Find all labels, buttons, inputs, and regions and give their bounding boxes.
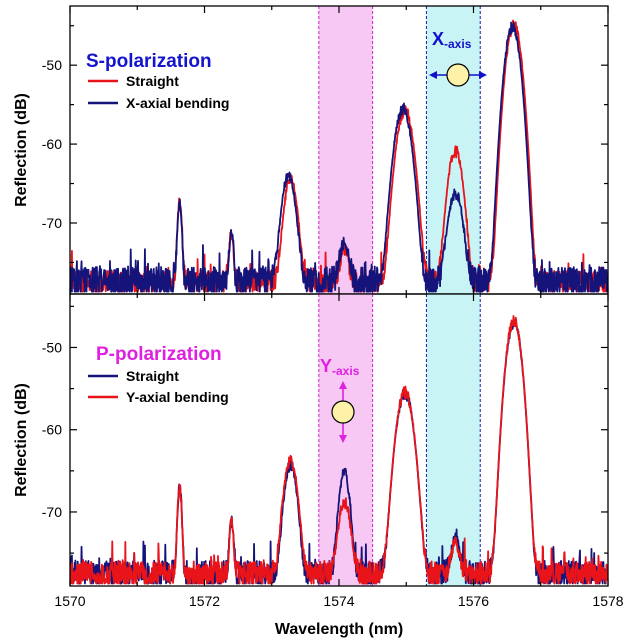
highlight-bands [318,294,481,586]
fiber-cross-section-icon [446,63,470,87]
y-tick-label: -60 [42,422,62,438]
axis-annotation-label: X-axis [432,29,472,51]
x-tick-label: 1574 [323,593,354,609]
y-axis-ticks: -70 -60 -50 [42,25,608,264]
y-tick-label: -50 [42,339,62,355]
fiber-cross-section-icon [331,400,355,424]
y-tick-label: -50 [42,57,62,73]
y-axis-label: Reflection (dB) [13,383,30,497]
x-tick-label: 1570 [54,593,85,609]
band-region-0 [318,294,373,586]
axis-annotation-label: Y-axis [320,356,360,378]
legend: Straight X-axial bending [88,73,229,111]
y-axis-label: Reflection (dB) [13,93,30,207]
arrow-head-right [479,71,487,79]
band-region-1 [426,6,481,294]
legend: Straight Y-axial bending [88,368,229,405]
y-tick-label: -60 [42,136,62,152]
legend-label-straight: Straight [126,73,179,89]
series-group [70,19,608,293]
arrow-head-up [339,381,347,389]
series-line-x-axial-bending [70,21,608,293]
y-axis-annotation: Y-axis [320,356,360,443]
legend-label-bending: X-axial bending [126,95,229,111]
panel-s-polarization: -70 -60 -50 Reflection (dB) S-polarization… [13,5,609,295]
y-axis-ticks: -70 -60 -50 [42,305,608,554]
polarization-label: S-polarization [86,51,212,72]
series-group [70,315,608,585]
x-axis-annotation: X-axis [429,29,487,87]
highlight-bands [318,6,481,294]
x-tick-label: 1572 [189,593,220,609]
y-tick-label: -70 [42,504,62,520]
panel-p-polarization: -70 -60 -50 1570 1572 1574 1576 1578 Reflectio… [13,293,624,638]
arrow-head-down [339,435,347,443]
y-tick-label: -70 [42,215,62,231]
arrow-head-left [429,71,437,79]
x-tick-label: 1576 [458,593,489,609]
series-line-y-axial-bending [70,315,608,585]
polarization-label: P-polarization [96,344,222,365]
legend-label-bending: Y-axial bending [126,389,229,405]
x-tick-label: 1578 [592,593,623,609]
legend-label-straight: Straight [126,368,179,384]
x-axis-ticks [69,6,609,294]
x-axis-ticks: 1570 1572 1574 1576 1578 [54,294,624,609]
x-axis-label: Wavelength (nm) [275,621,403,638]
